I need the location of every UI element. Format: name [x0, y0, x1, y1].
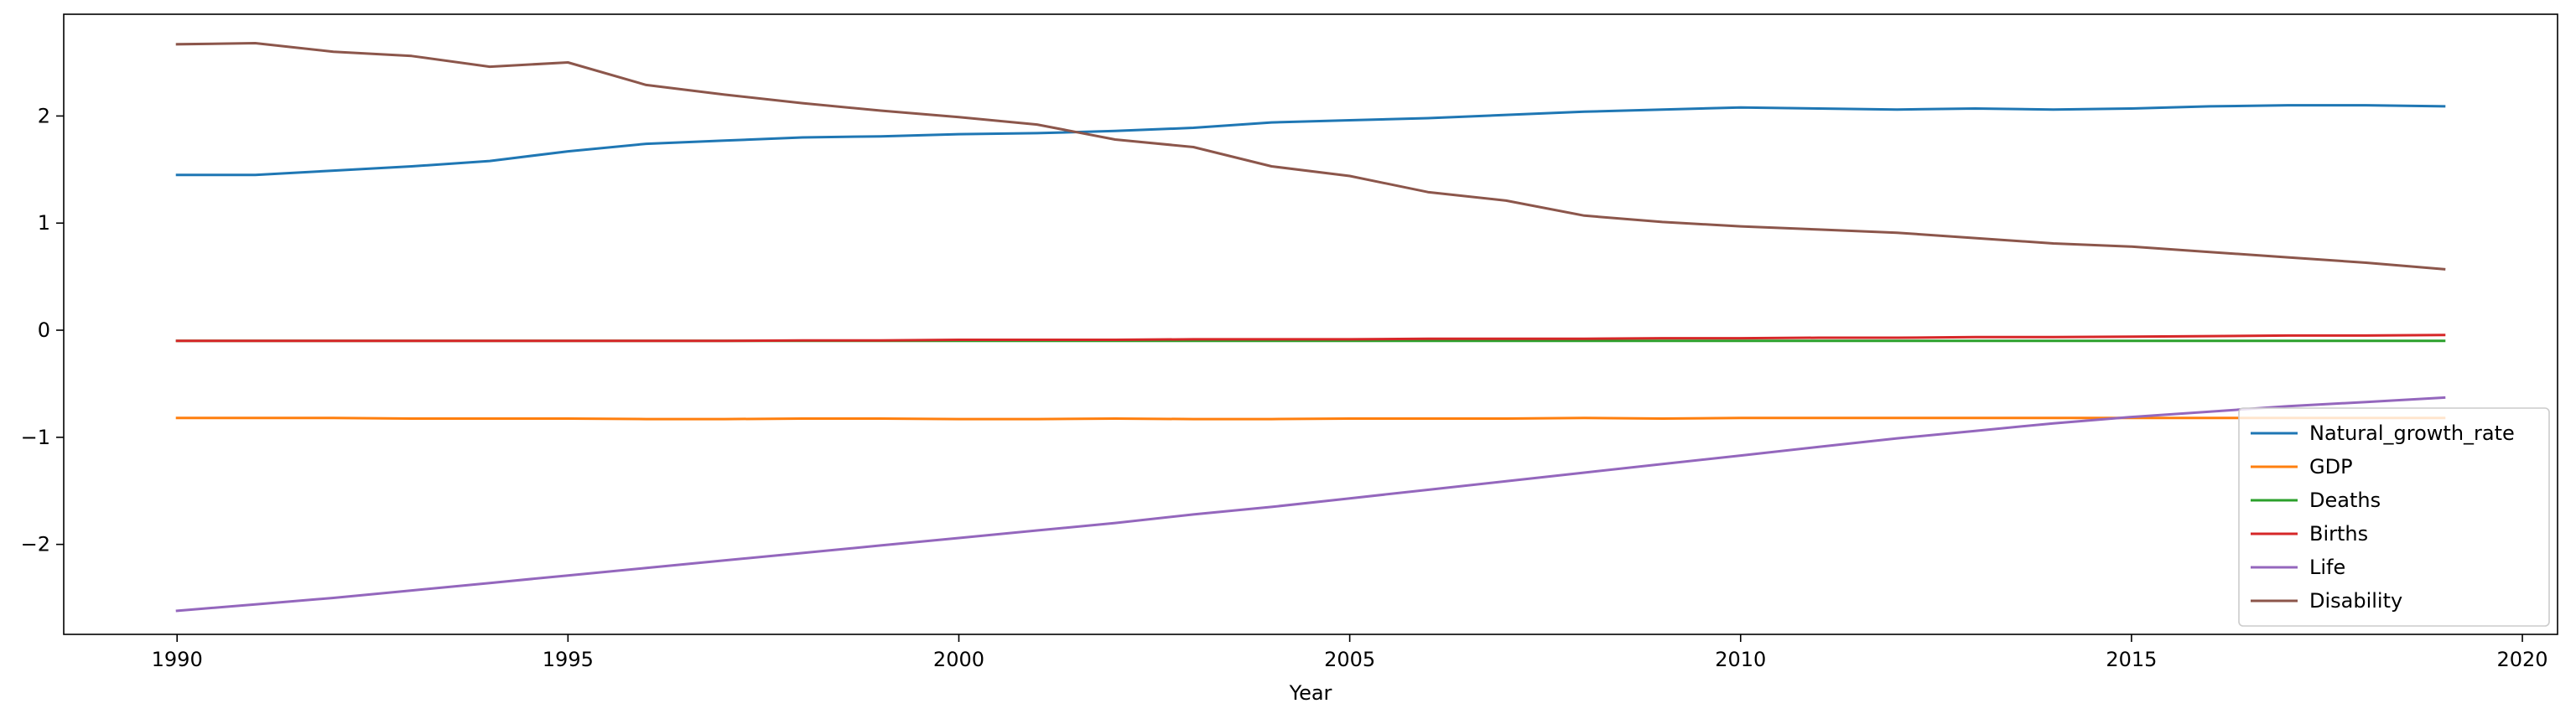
- legend-label: Natural_growth_rate: [2309, 422, 2515, 445]
- x-tick-label: 2020: [2497, 648, 2548, 671]
- legend-label: Disability: [2309, 589, 2402, 613]
- legend-label: Births: [2309, 522, 2368, 546]
- y-tick-label: 2: [38, 104, 50, 127]
- x-axis-label: Year: [1289, 681, 1332, 705]
- y-axis: −2 −1 0 1 2: [21, 104, 64, 556]
- legend-label: GDP: [2309, 455, 2353, 478]
- plot-frame: [63, 13, 2558, 635]
- legend-label: Deaths: [2309, 489, 2381, 512]
- x-tick-label: 1995: [543, 648, 594, 671]
- legend-label: Life: [2309, 556, 2345, 579]
- x-tick-label: 2010: [1715, 648, 1766, 671]
- y-tick-label: −2: [21, 533, 50, 556]
- legend: Natural_growth_rate GDP Deaths Births Life Di…: [2238, 407, 2550, 627]
- x-tick-label: 1990: [152, 648, 203, 671]
- series-line-disability: [175, 42, 2446, 271]
- series-line-births: [175, 334, 2446, 343]
- y-tick-label: 0: [38, 318, 50, 342]
- series-line-natural-growth-rate: [175, 104, 2446, 177]
- series-line-life: [175, 396, 2446, 613]
- legend-frame: [2238, 407, 2550, 627]
- y-tick-label: −1: [21, 426, 50, 449]
- x-axis: 1990 1995 2000 2005 2010 2015 2020: [152, 634, 2548, 671]
- x-tick-label: 2005: [1324, 648, 1375, 671]
- y-tick-label: 1: [38, 211, 50, 235]
- series-line-gdp: [175, 416, 2446, 421]
- series-layer: [175, 42, 2446, 613]
- x-tick-label: 2015: [2106, 648, 2157, 671]
- x-tick-label: 2000: [933, 648, 984, 671]
